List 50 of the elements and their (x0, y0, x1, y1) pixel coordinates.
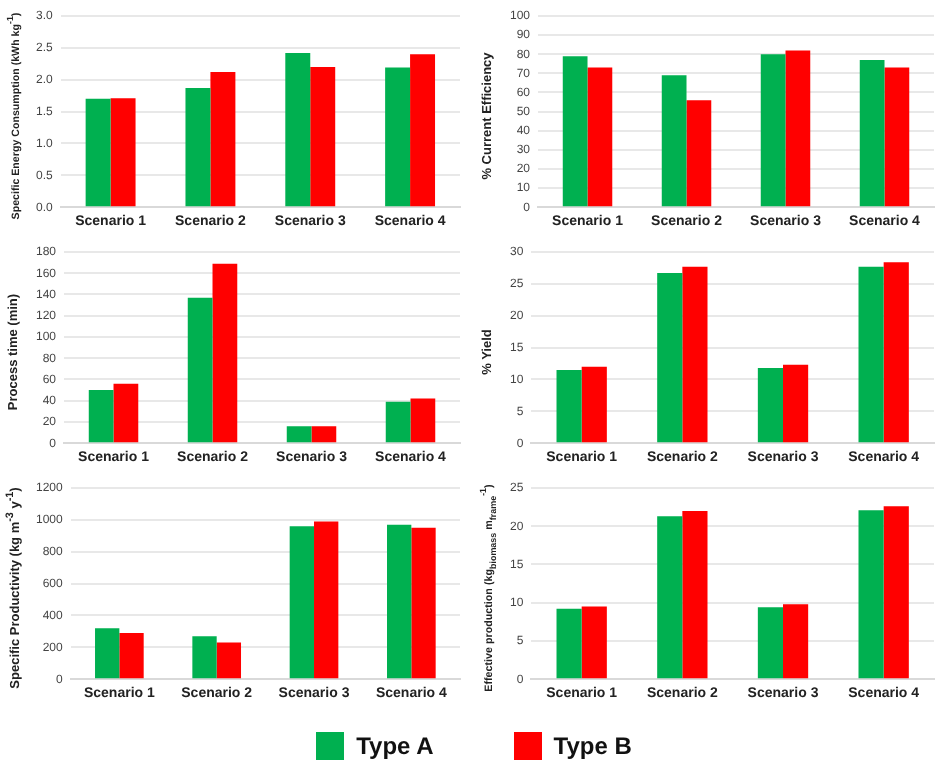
bar (556, 369, 582, 443)
bar (657, 516, 683, 679)
bar (113, 383, 139, 443)
bar (210, 72, 236, 207)
bar (556, 608, 582, 679)
bar (884, 67, 910, 207)
bar (883, 262, 909, 443)
bar (314, 521, 339, 679)
bar (85, 98, 111, 207)
bar (192, 636, 217, 679)
legend-label: Type B (553, 732, 632, 760)
bar (760, 54, 786, 207)
bar (311, 426, 337, 443)
bar (785, 50, 811, 207)
bar (88, 390, 114, 443)
bar (285, 52, 311, 207)
bar (562, 56, 588, 207)
bar (858, 266, 884, 443)
bar (286, 426, 312, 443)
bar (581, 606, 607, 679)
bar (385, 67, 411, 207)
bar (883, 506, 909, 679)
bar (686, 100, 712, 207)
bar (657, 273, 683, 443)
bar (783, 604, 809, 679)
bar (682, 266, 708, 443)
bar (859, 59, 885, 207)
bar (95, 628, 120, 679)
bar (410, 54, 436, 207)
bar (310, 66, 336, 207)
bar (581, 366, 607, 443)
bar (682, 510, 708, 679)
bar (410, 398, 436, 443)
bar (411, 527, 436, 679)
bar (385, 401, 411, 443)
bar (119, 632, 144, 679)
bar (858, 510, 884, 679)
bar (661, 75, 687, 207)
bar (185, 88, 211, 207)
bar (587, 67, 613, 207)
bar (110, 98, 136, 207)
bar (387, 524, 412, 679)
bar (187, 297, 213, 443)
bar (212, 263, 238, 443)
bar (216, 642, 242, 679)
bar (757, 368, 784, 443)
bar (289, 526, 315, 679)
bar (783, 364, 809, 443)
legend-label: Type A (356, 732, 434, 760)
bar (757, 607, 784, 679)
